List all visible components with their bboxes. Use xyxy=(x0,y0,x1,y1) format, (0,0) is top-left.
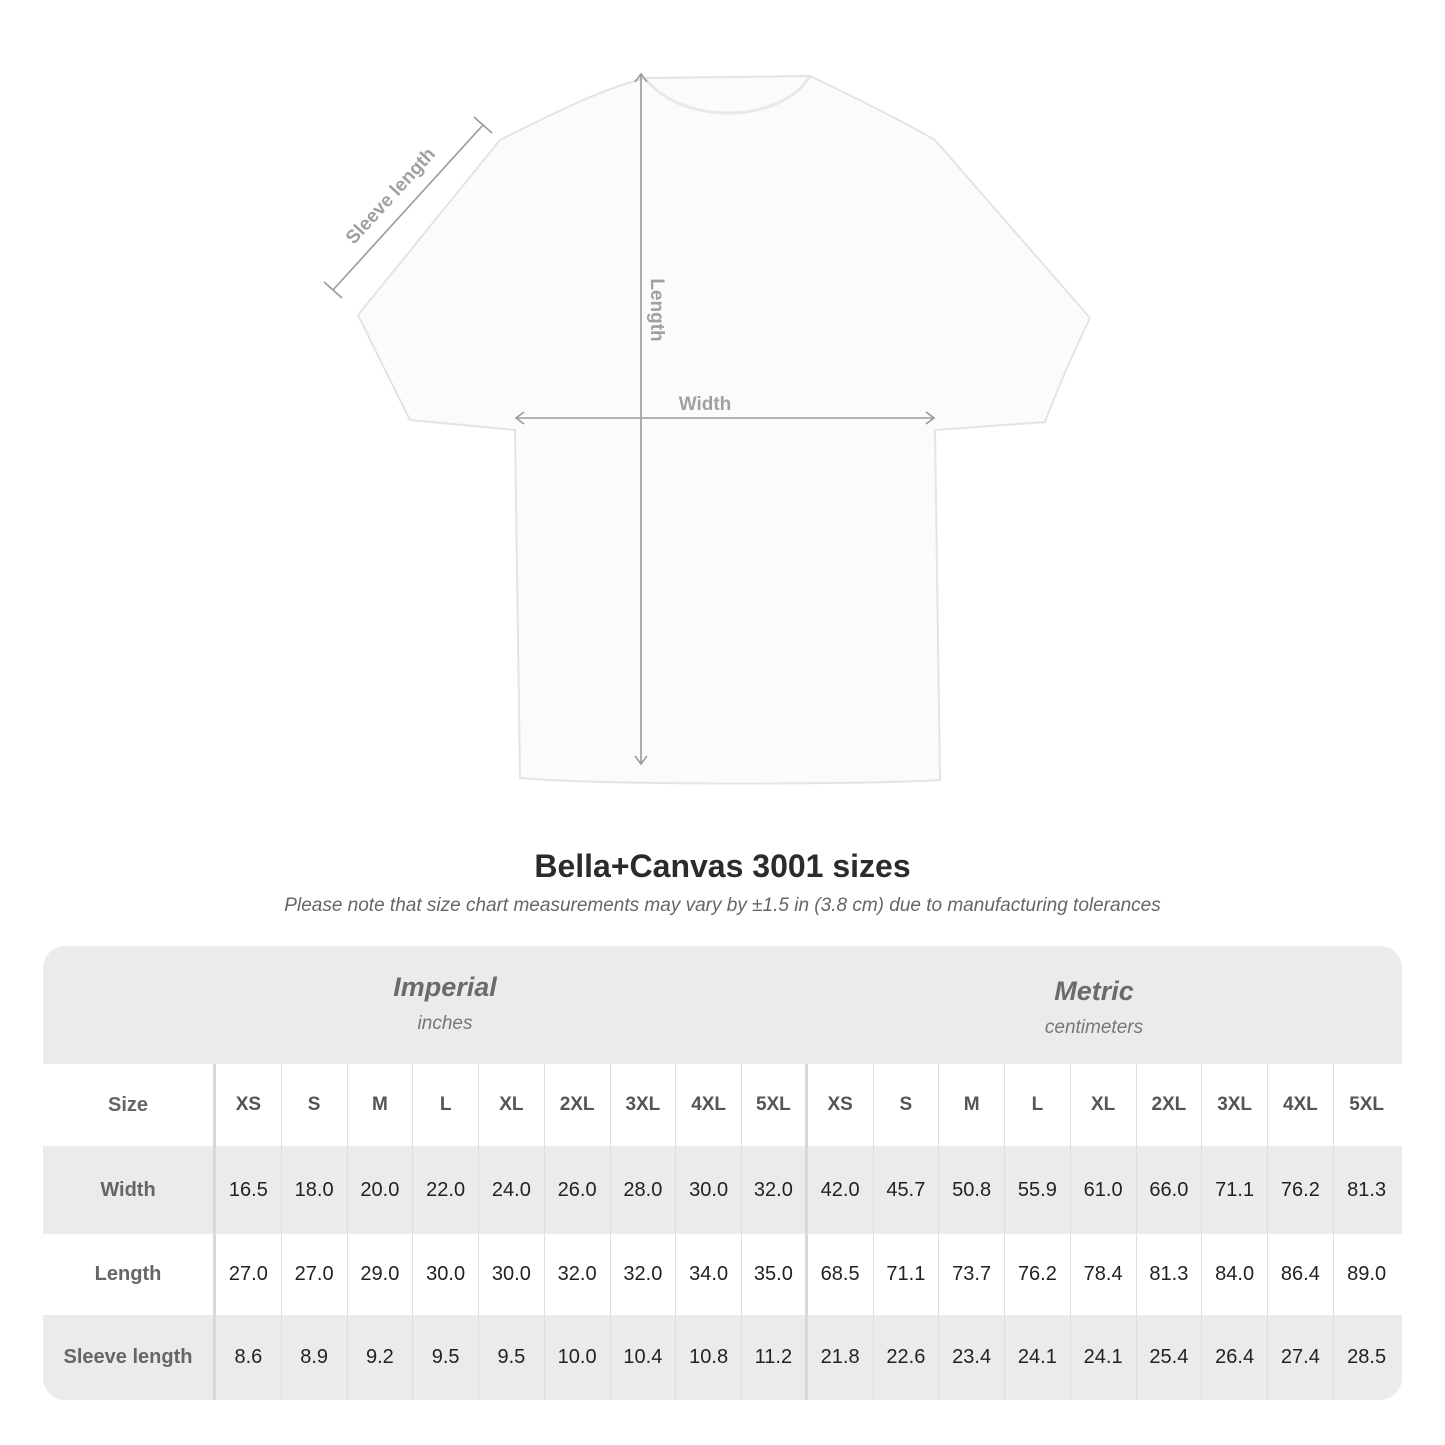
imperial-value-cell: 11.2 xyxy=(742,1315,808,1400)
metric-value-cell: 45.7 xyxy=(874,1146,940,1234)
metric-value-cell: 89.0 xyxy=(1347,1263,1387,1285)
metric-value-cell: 66.0 xyxy=(1137,1146,1203,1234)
size-header-cell: 3XL xyxy=(1202,1064,1268,1146)
metric-value-cell: 25.4 xyxy=(1137,1315,1203,1400)
metric-value-cell: 24.1 xyxy=(1005,1315,1071,1400)
imperial-value-cell: 27.0 xyxy=(282,1234,348,1315)
imperial-header: Imperial inches xyxy=(216,972,674,1035)
row-label: Length xyxy=(43,1234,216,1315)
size-header-cell: 4XL xyxy=(1268,1064,1334,1146)
metric-value-cell: 23.4 xyxy=(939,1315,1005,1400)
imperial-value-cell: 27.0 xyxy=(216,1234,282,1315)
metric-value-cell: 26.4 xyxy=(1202,1315,1268,1400)
metric-value-cell: 22.6 xyxy=(874,1315,940,1400)
size-header-cell: 2XL xyxy=(1137,1064,1203,1146)
imperial-value-cell: 10.8 xyxy=(676,1315,742,1400)
imperial-value-cell: 28.0 xyxy=(611,1146,677,1234)
metric-value-cell: 71.1 xyxy=(874,1234,940,1315)
metric-value-cell: 81.3 xyxy=(1137,1234,1203,1315)
length-label: Length xyxy=(646,278,667,341)
imperial-value-cell: 22.0 xyxy=(413,1146,479,1234)
table-row: Sleeve length 8.6 8.9 9.2 9.5 9.5 10.0 10.4 10.8… xyxy=(43,1315,1402,1400)
size-header-cell: M xyxy=(939,1064,1005,1146)
table-row: Length 27.0 27.0 29.0 30.0 30.0 32.0 32.0 34.0 35… xyxy=(43,1234,1402,1315)
imperial-value-cell: 9.2 xyxy=(348,1315,414,1400)
imperial-value-cell: 9.5 xyxy=(479,1315,545,1400)
row-label: Size xyxy=(43,1064,216,1146)
imperial-value-cell: 10.4 xyxy=(611,1315,677,1400)
imperial-unit: inches xyxy=(417,1013,473,1034)
imperial-value-cell: 34.0 xyxy=(676,1234,742,1315)
metric-value-cell: 78.4 xyxy=(1071,1234,1137,1315)
metric-header: Metric centimeters xyxy=(865,976,1323,1039)
metric-unit: centimeters xyxy=(1044,1017,1144,1038)
collar xyxy=(643,75,812,115)
metric-value-cell: 76.2 xyxy=(1268,1146,1334,1234)
size-header-cell: L xyxy=(1005,1064,1071,1146)
metric-value-cell: 76.2 xyxy=(1005,1234,1071,1315)
metric-title: Metric xyxy=(1054,976,1134,1006)
size-header-cell: 2XL xyxy=(545,1064,611,1146)
imperial-value-cell: 29.0 xyxy=(348,1234,414,1315)
size-header-cell: XL xyxy=(479,1064,545,1146)
metric-value-cell: 81.3 xyxy=(1347,1178,1387,1201)
imperial-value-cell: 32.0 xyxy=(545,1234,611,1315)
imperial-value-cell: 9.5 xyxy=(413,1315,479,1400)
imperial-value-cell: 18.0 xyxy=(282,1146,348,1234)
imperial-value-cell: 26.0 xyxy=(545,1146,611,1234)
imperial-value-cell: 30.0 xyxy=(413,1234,479,1315)
metric-value-cell: 21.8 xyxy=(808,1315,874,1400)
metric-value-cell: 84.0 xyxy=(1202,1234,1268,1315)
metric-value-cell: 24.1 xyxy=(1071,1315,1137,1400)
size-header-cell: XS xyxy=(216,1064,282,1146)
imperial-value-cell: 30.0 xyxy=(479,1234,545,1315)
size-table: Imperial inches Metric centimeters Size X… xyxy=(43,946,1402,1400)
tshirt-shape xyxy=(356,74,1092,785)
metric-value-cell: 86.4 xyxy=(1268,1234,1334,1315)
imperial-value-cell: 32.0 xyxy=(611,1234,677,1315)
table-row: Width 16.5 18.0 20.0 22.0 24.0 26.0 28.0 30.0 32.… xyxy=(43,1146,1402,1234)
page-title: Bella+Canvas 3001 sizes xyxy=(534,848,911,884)
size-header-cell: XS xyxy=(808,1064,874,1146)
size-header-cell: XL xyxy=(1071,1064,1137,1146)
imperial-value-cell: 8.9 xyxy=(282,1315,348,1400)
tolerance-note: Please note that size chart measurements… xyxy=(284,895,1161,916)
metric-value-cell: 61.0 xyxy=(1071,1146,1137,1234)
size-header-cell: S xyxy=(874,1064,940,1146)
metric-value-cell: 73.7 xyxy=(939,1234,1005,1315)
row-label: Width xyxy=(43,1146,216,1234)
size-header-cell: 5XL xyxy=(742,1064,808,1146)
metric-value-cell: 42.0 xyxy=(808,1146,874,1234)
imperial-title: Imperial xyxy=(393,972,497,1002)
size-header-cell: 5XL xyxy=(1349,1094,1385,1115)
imperial-value-cell: 24.0 xyxy=(479,1146,545,1234)
metric-value-cell: 50.8 xyxy=(939,1146,1005,1234)
metric-value-cell: 55.9 xyxy=(1005,1146,1071,1234)
metric-value-cell: 68.5 xyxy=(808,1234,874,1315)
imperial-value-cell: 8.6 xyxy=(216,1315,282,1400)
size-header-cell: S xyxy=(282,1064,348,1146)
imperial-value-cell: 32.0 xyxy=(742,1146,808,1234)
row-label: Sleeve length xyxy=(43,1315,216,1400)
section-header: Imperial inches Metric centimeters xyxy=(43,946,1402,1064)
imperial-value-cell: 35.0 xyxy=(742,1234,808,1315)
metric-value-cell: 27.4 xyxy=(1268,1315,1334,1400)
metric-value-cell: 71.1 xyxy=(1202,1146,1268,1234)
sleeve-measure-line xyxy=(332,124,484,291)
tshirt-diagram: Sleeve length Length Width xyxy=(323,72,1092,785)
metric-value-cell: 28.5 xyxy=(1347,1346,1387,1368)
imperial-value-cell: 10.0 xyxy=(545,1315,611,1400)
size-header-cell: 3XL xyxy=(611,1064,677,1146)
size-header-cell: 4XL xyxy=(676,1064,742,1146)
imperial-value-cell: 30.0 xyxy=(676,1146,742,1234)
imperial-value-cell: 20.0 xyxy=(348,1146,414,1234)
size-header-row: Size XS S M L XL 2XL 3XL 4XL 5XL XS S M L XL 2XL 3XL 4XL 5… xyxy=(43,1064,1402,1146)
size-header-cell: L xyxy=(413,1064,479,1146)
width-label: Width xyxy=(679,394,732,415)
imperial-value-cell: 16.5 xyxy=(216,1146,282,1234)
size-header-cell: M xyxy=(348,1064,414,1146)
